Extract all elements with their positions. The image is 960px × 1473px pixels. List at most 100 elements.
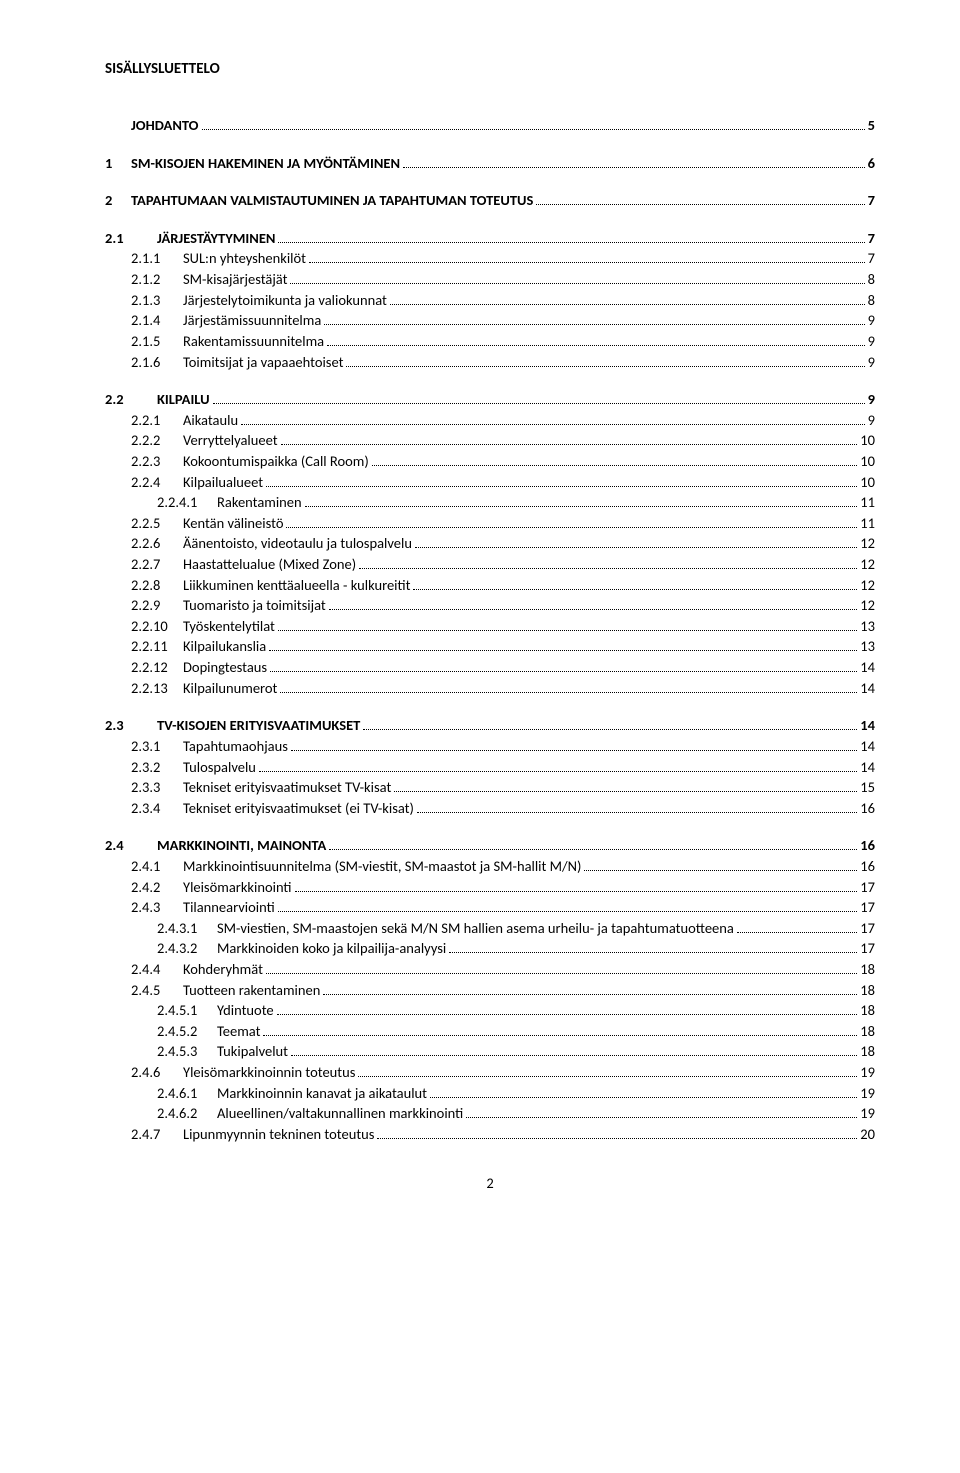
toc-page-number: 19 [860,1063,875,1083]
toc-label: Tekniset erityisvaatimukset TV-kisat [183,778,391,798]
toc-row: 2.4.5.2Teemat18 [105,1022,875,1042]
toc-page-number: 16 [860,857,875,877]
toc-row: 2.2.10Työskentelytilat13 [105,617,875,637]
toc-page-number: 13 [860,617,875,637]
page: SISÄLLYSLUETTELO JOHDANTO51SM-KISOJEN HA… [0,0,960,1232]
toc-label: Yleisömarkkinointi [183,878,292,898]
toc-row: 2.4.6.2Alueellinen/valtakunnallinen mark… [105,1104,875,1124]
toc-row: 2.4.6.1Markkinoinnin kanavat ja aikataul… [105,1084,875,1104]
toc-number: 2.2.10 [105,617,183,637]
toc-number: 2.4.5.1 [105,1001,217,1021]
toc-label: Järjestelytoimikunta ja valiokunnat [183,291,387,311]
toc-label: Markkinoinnin kanavat ja aikataulut [217,1084,427,1104]
toc-number: 2.1.4 [105,311,183,331]
toc-number: 2.3.2 [105,758,183,778]
toc-leader-dots [363,716,857,730]
toc-page-number: 20 [860,1125,875,1145]
toc-leader-dots [372,452,858,466]
toc-label: SM-kisajärjestäjät [183,270,287,290]
toc-leader-dots [584,857,857,871]
toc-leader-dots [737,919,857,933]
toc-row: 2.4.3Tilannearviointi17 [105,898,875,918]
toc-leader-dots [263,1022,857,1036]
toc-label: Tuotteen rakentaminen [183,981,320,1001]
toc-number: 2.2 [105,390,157,410]
toc-page-number: 18 [860,1001,875,1021]
toc-page-number: 18 [860,981,875,1001]
toc-page-number: 17 [860,898,875,918]
toc-number: 2.4 [105,836,157,856]
toc-number: 2.4.3.2 [105,939,217,959]
toc-leader-dots [329,596,858,610]
toc-number: 2.3.4 [105,799,183,819]
toc-page-number: 14 [860,758,875,778]
toc-row: 2.2.9Tuomaristo ja toimitsijat12 [105,596,875,616]
toc-number: 2.2.1 [105,411,183,431]
toc-row: 2.2.8Liikkuminen kenttäalueella - kulkur… [105,576,875,596]
toc-row: 2.3.1Tapahtumaohjaus14 [105,737,875,757]
toc-row: 2TAPAHTUMAAN VALMISTAUTUMINEN JA TAPAHTU… [105,191,875,211]
toc-label: Verryttelyalueet [183,431,278,451]
toc-label: Tapahtumaohjaus [183,737,288,757]
toc-label: Markkinoiden koko ja kilpailija-analyysi [217,939,446,959]
toc-page-number: 18 [860,960,875,980]
toc-leader-dots [403,154,865,168]
toc-page-number: 6 [868,154,875,174]
toc-leader-dots [413,576,857,590]
toc-leader-dots [269,637,857,651]
toc-number: 2.4.6.1 [105,1084,217,1104]
toc-leader-dots [430,1084,857,1098]
toc-page-number: 19 [860,1084,875,1104]
toc-page-number: 11 [860,514,875,534]
toc-number: 2.4.3 [105,898,183,918]
toc-number: 2.4.5.2 [105,1022,217,1042]
toc-number: 1 [105,154,131,174]
toc-leader-dots [266,473,857,487]
toc-page-number: 18 [860,1042,875,1062]
toc-label: Kentän välineistö [183,514,283,534]
toc-number: 2.2.7 [105,555,183,575]
toc-row: JOHDANTO5 [105,116,875,136]
toc-leader-dots [278,617,857,631]
toc-row: 2.4.3.1SM-viestien, SM-maastojen sekä M/… [105,919,875,939]
toc-row: 2.2.12Dopingtestaus14 [105,658,875,678]
toc-number: 2.2.8 [105,576,183,596]
toc-leader-dots [277,1001,858,1015]
toc-row: 2.1.3Järjestelytoimikunta ja valiokunnat… [105,291,875,311]
toc-page-number: 9 [868,311,875,331]
toc-leader-dots [259,757,857,771]
toc-leader-dots [291,1042,857,1056]
toc-row: 1SM-KISOJEN HAKEMINEN JA MYÖNTÄMINEN6 [105,154,875,174]
toc-label: SM-viestien, SM-maastojen sekä M/N SM ha… [217,919,734,939]
table-of-contents: JOHDANTO5 1SM-KISOJEN HAKEMINEN JA MYÖNTÄ… [105,116,875,1144]
toc-page-number: 17 [860,919,875,939]
toc-leader-dots [323,981,857,995]
toc-row: 2.1.2SM-kisajärjestäjät8 [105,270,875,290]
toc-number: 2.4.5.3 [105,1042,217,1062]
toc-page-number: 9 [868,353,875,373]
toc-row: 2.4.5.1Ydintuote18 [105,1001,875,1021]
toc-label: Yleisömarkkinoinnin toteutus [183,1063,355,1083]
toc-label: Liikkuminen kenttäalueella - kulkureitit [183,576,410,596]
toc-number: 2.1 [105,229,157,249]
toc-leader-dots [291,737,857,751]
toc-label: Järjestämissuunnitelma [183,311,321,331]
toc-page-number: 10 [860,452,875,472]
toc-label: TV-KISOJEN ERITYISVAATIMUKSET [157,716,360,736]
toc-label: Kohderyhmät [183,960,263,980]
toc-leader-dots [295,878,858,892]
toc-number: 2 [105,191,131,211]
toc-label: Rakentaminen [217,493,302,513]
toc-leader-dots [270,658,857,672]
toc-page-number: 10 [860,473,875,493]
toc-page-number: 7 [868,249,875,269]
toc-number: 2.1.3 [105,291,183,311]
toc-leader-dots [305,493,858,507]
toc-number: 2.4.6 [105,1063,183,1083]
toc-leader-dots [536,191,864,205]
toc-label: Tulospalvelu [183,758,256,778]
toc-leader-dots [377,1125,857,1139]
toc-row: 2.4.4Kohderyhmät18 [105,960,875,980]
toc-row: 2.2.3Kokoontumispaikka (Call Room)10 [105,452,875,472]
toc-number: 2.2.4 [105,473,183,493]
